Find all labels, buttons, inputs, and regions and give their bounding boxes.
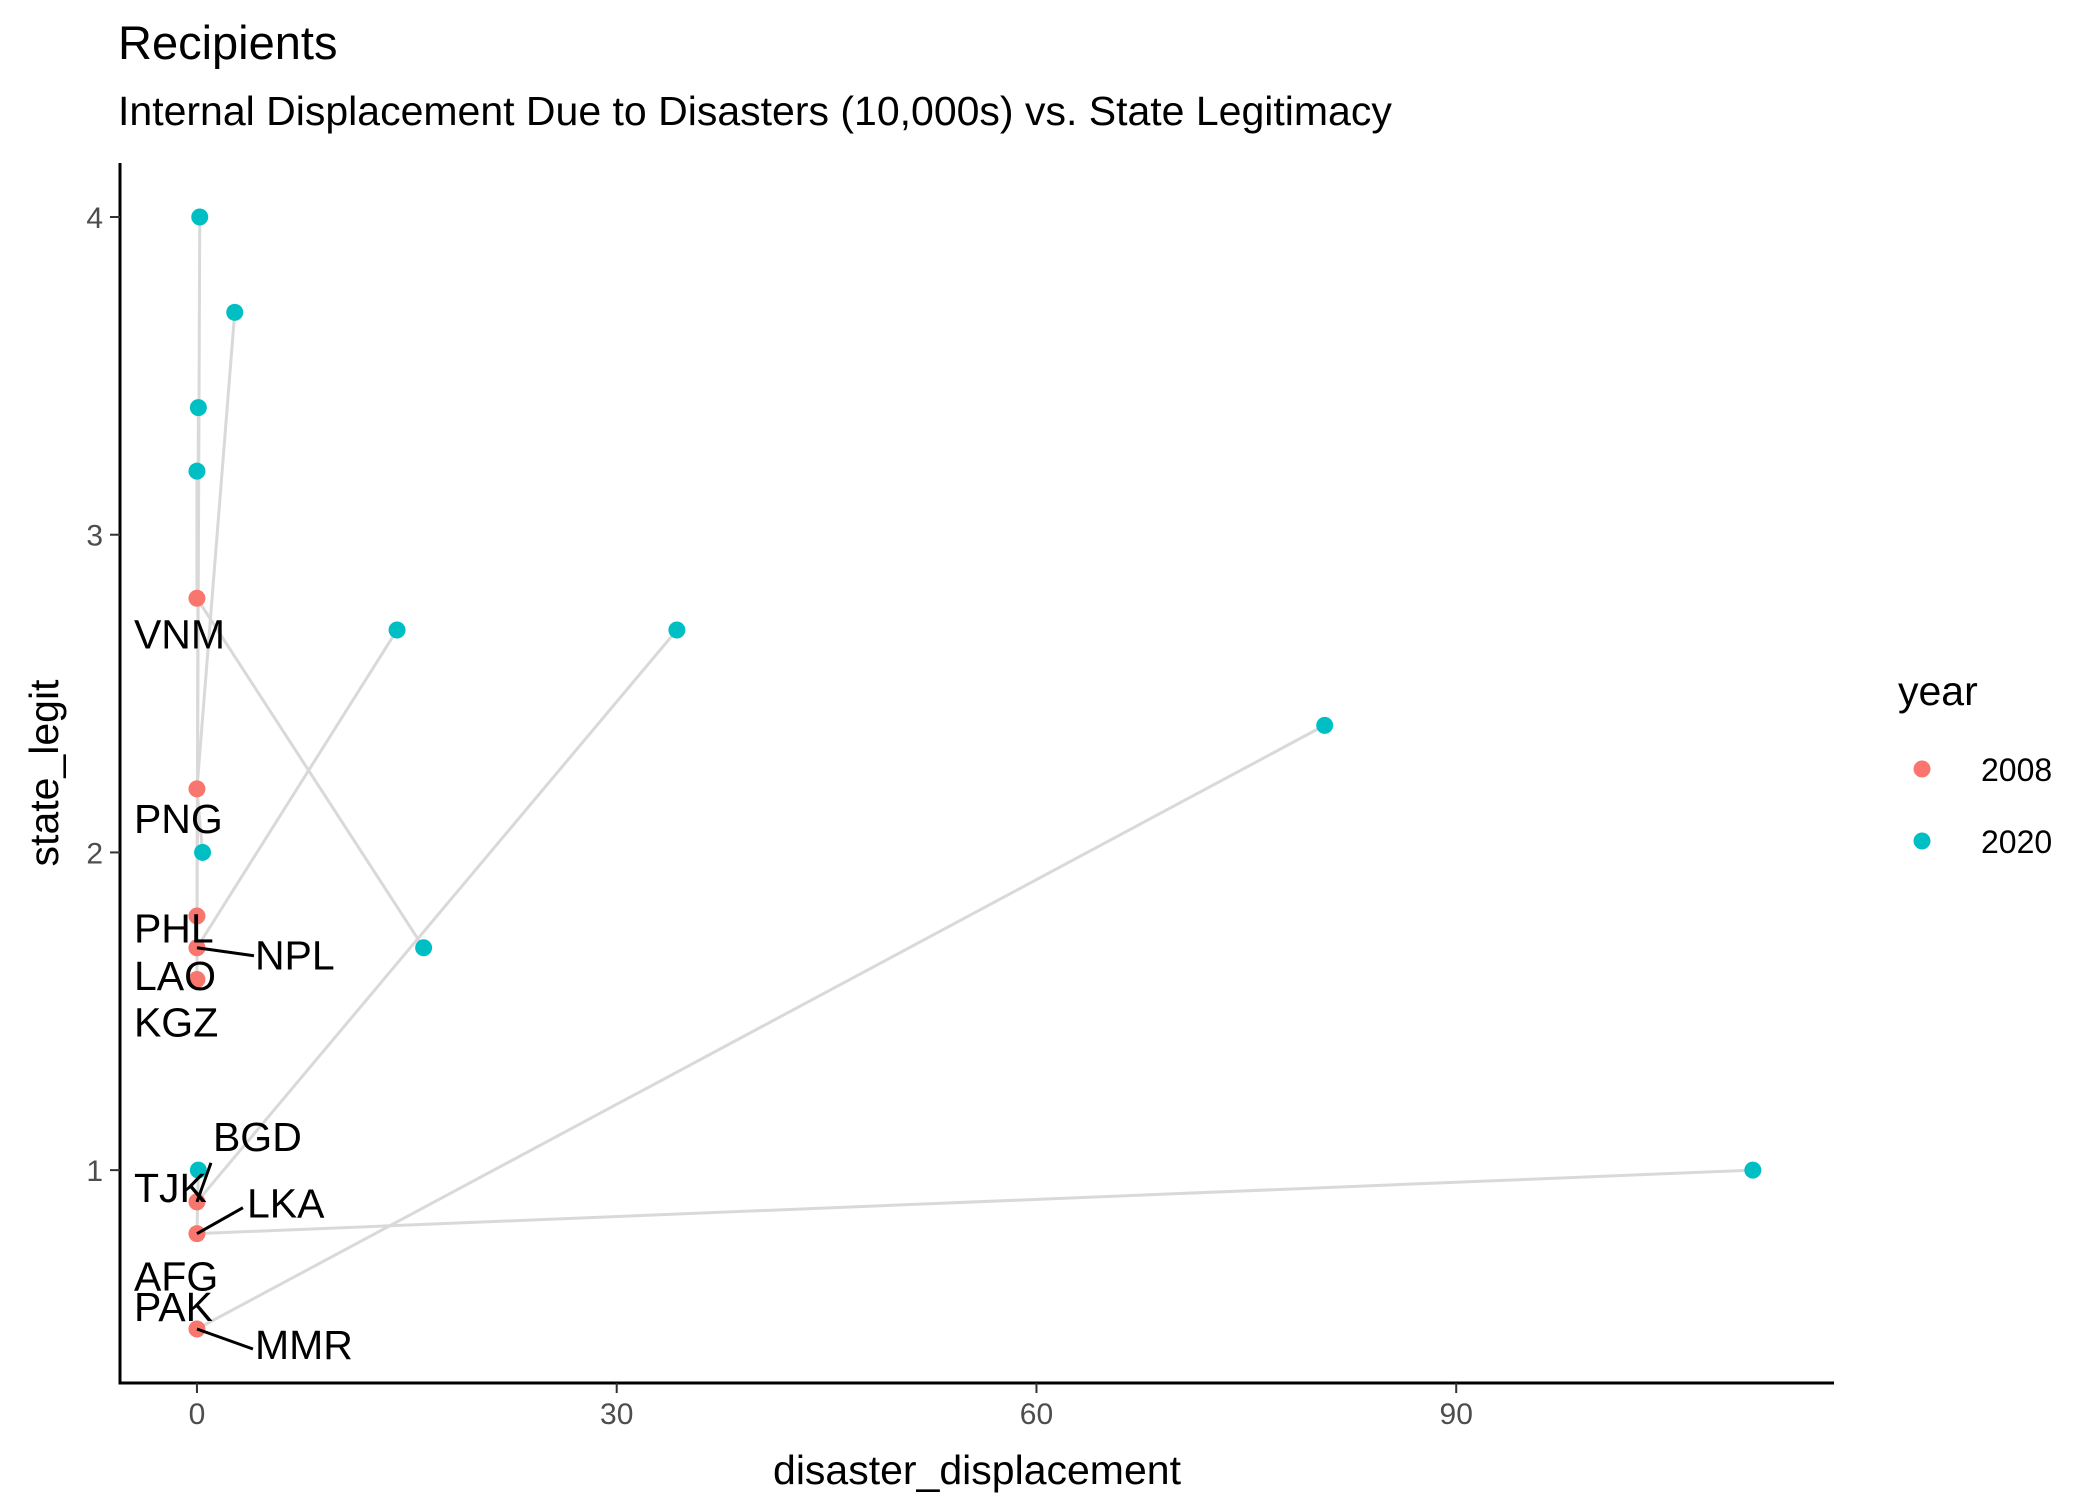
- y-tick-label: 3: [86, 520, 103, 553]
- point-label: TJK: [134, 1165, 207, 1211]
- point-label: PNG: [134, 796, 223, 842]
- x-tick-label: 0: [189, 1398, 206, 1431]
- point-2008: [188, 589, 206, 607]
- point-2020: [194, 843, 212, 861]
- legend: year 2008 2020: [1898, 668, 2052, 860]
- connection-line: [195, 597, 425, 949]
- x-axis-title: disaster_displacement: [773, 1447, 1182, 1493]
- label-leader-line: [196, 946, 255, 958]
- y-tick-label: 2: [86, 837, 103, 870]
- connection-line: [195, 629, 399, 949]
- point-2008: [188, 971, 206, 989]
- point-label: MMR: [255, 1322, 353, 1368]
- connection-line: [195, 312, 237, 790]
- legend-label: 2020: [1981, 824, 2052, 860]
- y-tick-label: 4: [86, 202, 103, 235]
- data-points: [188, 208, 1762, 1338]
- connection-line: [195, 629, 679, 1203]
- label-leader-line: [195, 1162, 213, 1203]
- point-2008: [188, 780, 206, 798]
- connection-line: [196, 724, 1326, 1331]
- chart-subtitle: Internal Displacement Due to Disasters (…: [118, 88, 1392, 134]
- legend-title: year: [1898, 668, 1978, 714]
- point-2020: [189, 1161, 207, 1179]
- label-leader-line: [196, 1206, 244, 1235]
- point-2020: [388, 621, 406, 639]
- y-axis-title: state_legit: [21, 679, 67, 867]
- axes: [118, 163, 1834, 1385]
- point-2020: [415, 939, 433, 957]
- point-label: NPL: [255, 933, 335, 979]
- x-tick-label: 90: [1440, 1398, 1473, 1431]
- x-tick-label: 60: [1020, 1398, 1053, 1431]
- y-tick-label: 1: [86, 1155, 103, 1188]
- y-axis-ticks: 1 2 3 4: [86, 202, 120, 1188]
- point-label: PAK: [134, 1284, 213, 1330]
- point-label: KGZ: [134, 1000, 218, 1046]
- chart-title: Recipients: [118, 16, 337, 69]
- legend-key-2020: [1913, 832, 1931, 850]
- point-label: BGD: [213, 1114, 302, 1160]
- connection-line: [195, 407, 200, 980]
- connection-line: [196, 1168, 1753, 1236]
- label-leader-line: [196, 1327, 254, 1351]
- point-2020: [226, 303, 244, 321]
- point-label: LKA: [247, 1181, 325, 1227]
- legend-key-2008: [1913, 760, 1931, 778]
- point-label: LAO: [134, 953, 216, 999]
- point-label: AFG: [134, 1254, 218, 1300]
- point-2008: [188, 907, 206, 925]
- point-2020: [189, 399, 207, 417]
- point-2020: [1316, 716, 1334, 734]
- point-2020: [188, 462, 206, 480]
- point-2020: [191, 208, 209, 226]
- connection-lines: [195, 217, 1753, 1331]
- legend-label: 2008: [1981, 752, 2052, 788]
- point-2020: [1744, 1161, 1762, 1179]
- x-tick-label: 30: [600, 1398, 633, 1431]
- point-label: VNM: [134, 611, 225, 657]
- point-label: PHL: [134, 906, 214, 952]
- x-axis-ticks: 0 30 60 90: [189, 1383, 1473, 1431]
- point-2020: [668, 621, 686, 639]
